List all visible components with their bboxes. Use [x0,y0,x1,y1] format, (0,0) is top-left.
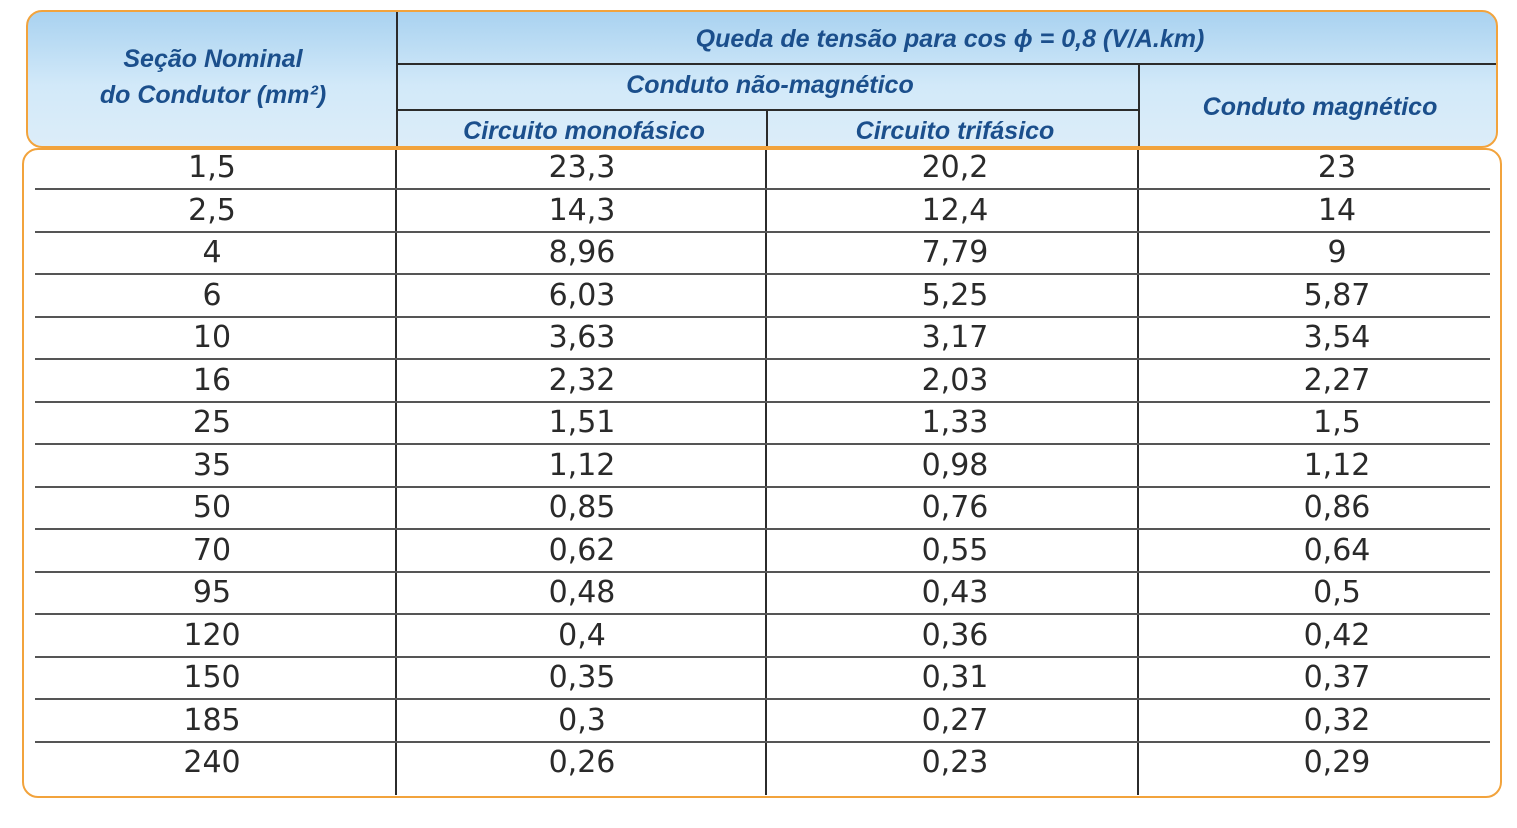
single-phase-cell: 3,63 [548,320,616,355]
three-phase-cell: 0,43 [921,575,989,610]
single-phase-cell: 0,62 [548,532,616,568]
section-cell: 1,5 [188,150,236,185]
row-divider [35,528,1490,530]
body-column-divider [395,150,397,795]
row-divider [35,358,1490,360]
three-phase-cell: 7,79 [921,235,989,270]
magnetic-cell: 0,42 [1303,617,1371,653]
body-column-divider [765,150,767,795]
section-cell: 120 [183,617,241,653]
magnetic-cell: 0,64 [1303,532,1371,568]
three-phase-cell: 3,17 [921,320,989,355]
three-phase-cell: 1,33 [921,405,989,440]
single-phase-cell: 1,51 [548,405,616,440]
row-divider [35,656,1490,658]
section-cell: 50 [192,490,232,525]
single-phase-cell: 0,35 [548,660,616,695]
magnetic-cell: 0,29 [1303,745,1371,780]
body-column-divider [1137,150,1139,795]
magnetic-cell: 0,5 [1313,575,1361,610]
magnetic-cell: 23 [1317,150,1357,185]
single-phase-cell: 0,26 [548,745,616,780]
row-divider [35,741,1490,743]
magnetic-cell: 1,5 [1313,405,1361,440]
single-phase-cell: 8,96 [548,235,616,270]
row-divider [35,613,1490,615]
single-phase-cell: 6,03 [548,277,616,313]
section-cell: 185 [183,702,241,738]
table-body [22,148,1502,798]
header-section-line2: do Condutor (mm²) [99,81,327,109]
single-phase-cell: 23,3 [548,150,616,185]
magnetic-cell: 1,12 [1303,447,1371,483]
section-cell: 6 [202,277,222,313]
three-phase-cell: 0,31 [921,660,989,695]
row-divider [35,273,1490,275]
section-cell: 16 [192,362,232,398]
section-cell: 95 [192,575,232,610]
section-cell: 2,5 [188,192,236,228]
magnetic-cell: 0,37 [1303,660,1371,695]
header-three-phase: Circuito trifásico [855,117,1055,145]
three-phase-cell: 0,98 [921,447,989,483]
header-magnetic: Conduto magnético [1202,93,1438,121]
header-voltage-drop-title: Queda de tensão para cos ϕ = 0,8 (V/A.km… [695,25,1205,53]
single-phase-cell: 1,12 [548,447,616,483]
magnetic-cell: 14 [1317,192,1357,228]
magnetic-cell: 0,86 [1303,490,1371,525]
header-non-magnetic: Conduto não-magnético [626,71,914,99]
header-divider-subtitle [398,109,1138,111]
row-divider [35,443,1490,445]
header-divider-col1 [396,12,398,146]
single-phase-cell: 2,32 [548,362,616,398]
section-cell: 10 [192,320,232,355]
three-phase-cell: 12,4 [921,192,989,228]
header-section-line1: Seção Nominal [123,45,303,73]
three-phase-cell: 0,76 [921,490,989,525]
row-divider [35,571,1490,573]
three-phase-cell: 20,2 [921,150,989,185]
section-cell: 25 [192,405,232,440]
row-divider [35,486,1490,488]
header-divider-title [398,63,1496,65]
section-cell: 4 [202,235,222,270]
row-divider [35,401,1490,403]
three-phase-cell: 0,55 [921,532,989,568]
section-cell: 70 [192,532,232,568]
three-phase-cell: 0,36 [921,617,989,653]
row-divider [35,316,1490,318]
single-phase-cell: 0,85 [548,490,616,525]
single-phase-cell: 0,48 [548,575,616,610]
magnetic-cell: 0,32 [1303,702,1371,738]
single-phase-cell: 14,3 [548,192,616,228]
section-cell: 150 [183,660,241,695]
section-cell: 240 [183,745,241,780]
single-phase-cell: 0,3 [558,702,606,738]
three-phase-cell: 5,25 [921,277,989,313]
header-single-phase: Circuito monofásico [463,117,705,145]
row-divider [35,698,1490,700]
header-divider-col4 [1138,64,1140,146]
section-cell: 35 [192,447,232,483]
three-phase-cell: 2,03 [921,362,989,398]
table-header: Seção Nominal do Condutor (mm²) Queda de… [26,10,1498,148]
row-divider [35,231,1490,233]
magnetic-cell: 3,54 [1303,320,1371,355]
single-phase-cell: 0,4 [558,617,606,653]
three-phase-cell: 0,23 [921,745,989,780]
magnetic-cell: 9 [1327,235,1347,270]
magnetic-cell: 2,27 [1303,362,1371,398]
magnetic-cell: 5,87 [1303,277,1371,313]
three-phase-cell: 0,27 [921,702,989,738]
row-divider [35,188,1490,190]
header-divider-col3 [766,110,768,146]
